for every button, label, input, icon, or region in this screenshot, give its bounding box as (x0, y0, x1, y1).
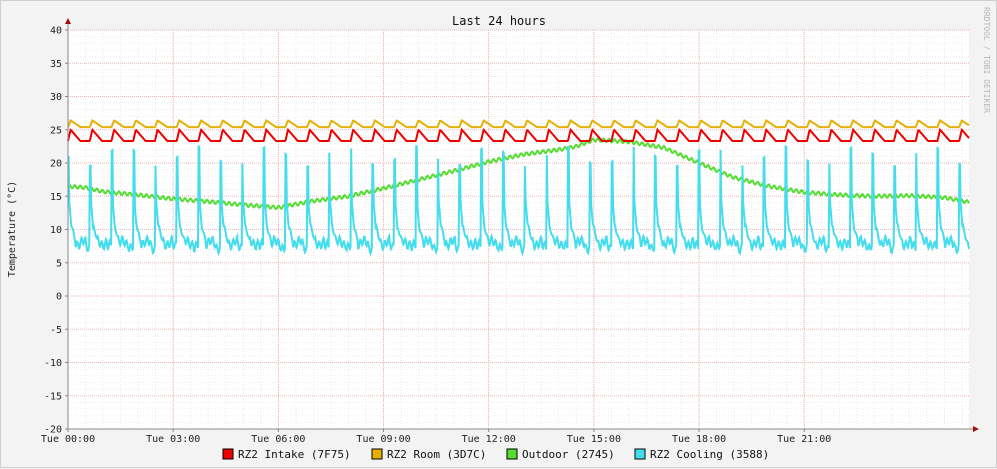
y-tick-label: 35 (50, 59, 62, 70)
x-tick-label: Tue 09:00 (356, 434, 410, 445)
legend-swatch (222, 448, 234, 460)
y-axis-label: Temperature (°C) (7, 181, 18, 277)
y-axis-ticks: 40 35 30 25 20 15 10 5 0 -5 -10 -15 -20 (44, 26, 68, 436)
major-grid (67, 29, 969, 430)
y-tick-label: -15 (44, 391, 62, 402)
y-tick-label: 20 (50, 159, 62, 170)
y-tick-label: -5 (50, 325, 62, 336)
series-line (67, 127, 970, 143)
legend-swatch (371, 448, 383, 460)
y-tick-label: 5 (56, 258, 62, 269)
y-tick-label: -20 (44, 425, 62, 436)
axes (65, 18, 979, 432)
minor-grid (67, 30, 969, 429)
x-axis-ticks: Tue 00:00 Tue 03:00 Tue 06:00 Tue 09:00 Tue … (41, 429, 831, 445)
y-tick-label: 15 (50, 192, 62, 203)
y-tick-label: -10 (44, 358, 62, 369)
series-layer (67, 118, 970, 257)
chart-title: Last 24 hours (452, 14, 546, 28)
watermark: RRDTOOL / TOBI OETIKER (982, 7, 991, 113)
legend-label: RZ2 Cooling (3588) (650, 448, 769, 461)
legend-label: RZ2 Intake (7F75) (238, 448, 351, 461)
y-tick-label: 40 (50, 26, 62, 37)
x-tick-label: Tue 06:00 (251, 434, 305, 445)
y-axis-arrow (65, 18, 71, 24)
legend-label: RZ2 Room (3D7C) (387, 448, 486, 461)
y-tick-label: 25 (50, 125, 62, 136)
series-line (67, 145, 970, 257)
legend-swatch (634, 448, 646, 460)
y-tick-label: 10 (50, 225, 62, 236)
y-tick-label: 0 (56, 292, 62, 303)
series-line (67, 118, 970, 129)
x-axis-arrow (973, 426, 979, 432)
x-tick-label: Tue 03:00 (146, 434, 200, 445)
x-tick-label: Tue 15:00 (567, 434, 621, 445)
x-tick-label: Tue 21:00 (777, 434, 831, 445)
y-tick-label: 30 (50, 92, 62, 103)
legend: RZ2 Intake (7F75) RZ2 Room (3D7C) Outdoor … (222, 448, 769, 461)
x-tick-label: Tue 18:00 (672, 434, 726, 445)
legend-swatch (506, 448, 518, 460)
legend-label: Outdoor (2745) (522, 448, 615, 461)
x-tick-label: Tue 00:00 (41, 434, 95, 445)
x-tick-label: Tue 12:00 (462, 434, 516, 445)
series-line (67, 137, 970, 211)
